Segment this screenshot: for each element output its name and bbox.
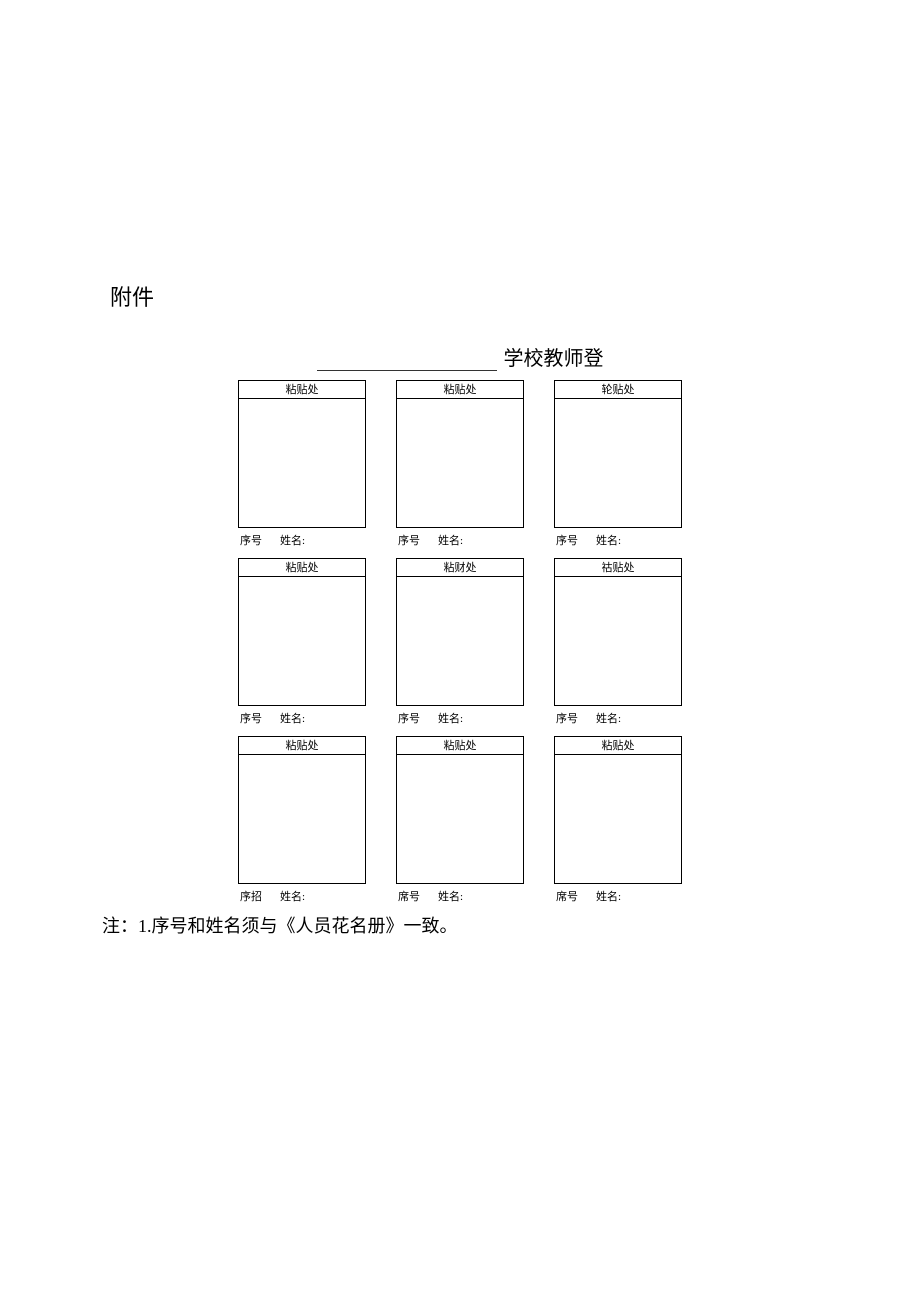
document-page: 附件 学校教师登 粘贴处 序号 姓名: 粘贴处 序号 姓名: 轮贴 bbox=[0, 0, 920, 938]
name-label: 姓名: bbox=[596, 710, 621, 726]
sticky-label: 粘贴处 bbox=[239, 381, 365, 399]
photo-box: 粘贴处 bbox=[238, 380, 366, 528]
photo-caption: 序号 姓名: bbox=[554, 706, 682, 730]
photo-caption: 席号 姓名: bbox=[554, 884, 682, 908]
name-label: 姓名: bbox=[438, 888, 463, 904]
photo-cell: 粘财处 序号 姓名: bbox=[396, 558, 524, 730]
photo-box: 祜贴处 bbox=[554, 558, 682, 706]
photo-box: 粘贴处 bbox=[396, 380, 524, 528]
photo-cell: 粘贴处 序号 姓名: bbox=[238, 380, 366, 552]
sticky-label: 轮贴处 bbox=[555, 381, 681, 399]
photo-caption: 序号 姓名: bbox=[238, 528, 366, 552]
photo-caption: 序号 姓名: bbox=[396, 706, 524, 730]
name-label: 姓名: bbox=[596, 532, 621, 548]
name-label: 姓名: bbox=[280, 532, 305, 548]
photo-box: 粘贴处 bbox=[554, 736, 682, 884]
sticky-label: 粘贴处 bbox=[555, 737, 681, 755]
photo-caption: 序招 姓名: bbox=[238, 884, 366, 908]
sticky-label: 粘贴处 bbox=[397, 381, 523, 399]
seq-label: 席号 bbox=[556, 888, 578, 904]
title-row: 学校教师登 bbox=[100, 342, 820, 370]
photo-box: 粘贴处 bbox=[396, 736, 524, 884]
seq-label: 序号 bbox=[240, 532, 262, 548]
photo-caption: 序号 姓名: bbox=[238, 706, 366, 730]
seq-label: 序号 bbox=[556, 532, 578, 548]
photo-box: 粘贴处 bbox=[238, 736, 366, 884]
sticky-label: 粘贴处 bbox=[397, 737, 523, 755]
photo-cell: 粘贴处 席号 姓名: bbox=[396, 736, 524, 908]
sticky-label: 粘贴处 bbox=[239, 559, 365, 577]
photo-caption: 席号 姓名: bbox=[396, 884, 524, 908]
photo-grid: 粘贴处 序号 姓名: 粘贴处 序号 姓名: 轮贴处 序号 姓名: bbox=[100, 380, 820, 908]
seq-label: 席号 bbox=[398, 888, 420, 904]
photo-box: 轮贴处 bbox=[554, 380, 682, 528]
photo-cell: 祜贴处 序号 姓名: bbox=[554, 558, 682, 730]
footnote: 注：1.序号和姓名须与《人员花名册》一致。 bbox=[102, 912, 820, 938]
seq-label: 序号 bbox=[398, 710, 420, 726]
name-label: 姓名: bbox=[438, 710, 463, 726]
photo-cell: 粘贴处 序号 姓名: bbox=[396, 380, 524, 552]
photo-caption: 序号 姓名: bbox=[396, 528, 524, 552]
sticky-label: 祜贴处 bbox=[555, 559, 681, 577]
name-label: 姓名: bbox=[280, 710, 305, 726]
sticky-label: 粘贴处 bbox=[239, 737, 365, 755]
seq-label: 序号 bbox=[240, 710, 262, 726]
photo-cell: 粘贴处 序招 姓名: bbox=[238, 736, 366, 908]
title-suffix: 学校教师登 bbox=[504, 342, 604, 371]
sticky-label: 粘财处 bbox=[397, 559, 523, 577]
seq-label: 序招 bbox=[240, 888, 262, 904]
photo-cell: 轮贴处 序号 姓名: bbox=[554, 380, 682, 552]
seq-label: 序号 bbox=[398, 532, 420, 548]
attachment-label: 附件 bbox=[110, 280, 820, 312]
name-label: 姓名: bbox=[438, 532, 463, 548]
seq-label: 序号 bbox=[556, 710, 578, 726]
photo-box: 粘贴处 bbox=[238, 558, 366, 706]
name-label: 姓名: bbox=[596, 888, 621, 904]
name-label: 姓名: bbox=[280, 888, 305, 904]
photo-cell: 粘贴处 席号 姓名: bbox=[554, 736, 682, 908]
photo-box: 粘财处 bbox=[396, 558, 524, 706]
title-blank-underline bbox=[317, 370, 497, 371]
photo-caption: 序号 姓名: bbox=[554, 528, 682, 552]
photo-cell: 粘贴处 序号 姓名: bbox=[238, 558, 366, 730]
